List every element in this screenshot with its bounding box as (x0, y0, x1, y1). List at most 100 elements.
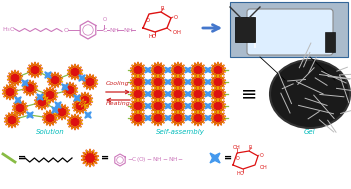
Polygon shape (150, 62, 166, 78)
Polygon shape (145, 79, 151, 85)
Polygon shape (210, 74, 226, 90)
Polygon shape (190, 74, 206, 90)
Polygon shape (12, 100, 28, 116)
Text: $\sf{OH}$: $\sf{OH}$ (259, 163, 268, 171)
Polygon shape (150, 110, 166, 126)
Polygon shape (130, 74, 146, 90)
Polygon shape (145, 91, 151, 97)
Polygon shape (165, 79, 171, 85)
Polygon shape (34, 94, 50, 110)
Text: $\sf{-C(O)-NH-NH-}$: $\sf{-C(O)-NH-NH-}$ (127, 155, 184, 164)
Text: =: = (101, 153, 109, 163)
Polygon shape (210, 98, 226, 114)
Polygon shape (55, 102, 61, 108)
Text: =: = (224, 153, 232, 163)
Text: Cooling: Cooling (106, 81, 130, 86)
Polygon shape (81, 149, 99, 167)
Polygon shape (210, 62, 226, 78)
Text: $\sf{C}$: $\sf{C}$ (102, 26, 108, 33)
Polygon shape (150, 74, 166, 90)
Polygon shape (67, 114, 83, 130)
Polygon shape (165, 115, 171, 121)
Polygon shape (210, 153, 220, 163)
Polygon shape (205, 115, 211, 121)
Polygon shape (170, 74, 186, 90)
Polygon shape (185, 115, 191, 121)
Polygon shape (62, 84, 68, 90)
Polygon shape (77, 92, 93, 108)
Polygon shape (205, 67, 211, 73)
Polygon shape (42, 87, 58, 103)
Polygon shape (72, 98, 88, 114)
Polygon shape (52, 107, 58, 113)
Polygon shape (165, 91, 171, 97)
Text: $\sf{H_3C}$: $\sf{H_3C}$ (2, 26, 16, 34)
Polygon shape (45, 72, 51, 78)
Polygon shape (205, 103, 211, 109)
Polygon shape (190, 98, 206, 114)
Polygon shape (74, 95, 80, 101)
Text: Solution: Solution (35, 129, 64, 135)
Polygon shape (190, 62, 206, 78)
Text: $\sf{O}$: $\sf{O}$ (235, 154, 240, 162)
Polygon shape (82, 74, 98, 90)
Polygon shape (145, 67, 151, 73)
Polygon shape (190, 110, 206, 126)
Polygon shape (54, 104, 70, 120)
Polygon shape (130, 98, 146, 114)
Polygon shape (62, 82, 78, 98)
Text: $\sf{OH}$: $\sf{OH}$ (232, 143, 241, 151)
Text: $\sf{NH}$: $\sf{NH}$ (109, 26, 120, 33)
Text: $\equiv$: $\equiv$ (237, 84, 257, 104)
Polygon shape (170, 98, 186, 114)
Polygon shape (210, 86, 226, 102)
Polygon shape (67, 64, 83, 80)
Polygon shape (42, 110, 58, 126)
Polygon shape (85, 112, 91, 118)
Polygon shape (37, 94, 43, 100)
Polygon shape (150, 86, 166, 102)
Polygon shape (130, 62, 146, 78)
Polygon shape (205, 91, 211, 97)
Polygon shape (47, 72, 63, 88)
Polygon shape (150, 98, 166, 114)
Polygon shape (22, 80, 28, 86)
Text: $\sf{R}$: $\sf{R}$ (160, 4, 166, 12)
FancyBboxPatch shape (235, 17, 255, 42)
Text: $\sf{O}$: $\sf{O}$ (259, 151, 265, 159)
FancyBboxPatch shape (230, 2, 348, 57)
Polygon shape (15, 97, 21, 103)
Text: Gel: Gel (304, 129, 316, 135)
Text: Heating: Heating (106, 101, 130, 106)
Text: $\sf{O}$: $\sf{O}$ (63, 26, 69, 34)
Polygon shape (22, 80, 38, 96)
Polygon shape (145, 115, 151, 121)
Text: $\sf{O}$: $\sf{O}$ (102, 15, 108, 23)
Polygon shape (165, 67, 171, 73)
Text: $\sf{O}$: $\sf{O}$ (145, 16, 151, 24)
Polygon shape (130, 86, 146, 102)
Polygon shape (2, 84, 18, 100)
Polygon shape (185, 67, 191, 73)
Text: Self-assembly: Self-assembly (155, 129, 204, 135)
Polygon shape (165, 103, 171, 109)
FancyBboxPatch shape (247, 9, 333, 55)
Polygon shape (170, 86, 186, 102)
FancyBboxPatch shape (325, 32, 335, 52)
Polygon shape (185, 91, 191, 97)
Text: $\sf{R}$: $\sf{R}$ (249, 143, 254, 151)
Text: =: = (18, 153, 26, 163)
Polygon shape (185, 79, 191, 85)
Text: $\sf{HO}$: $\sf{HO}$ (148, 32, 158, 40)
Text: $\sf{OH}$: $\sf{OH}$ (172, 28, 181, 36)
Polygon shape (205, 79, 211, 85)
Polygon shape (170, 62, 186, 78)
Text: $\sf{NH}$: $\sf{NH}$ (123, 26, 133, 33)
Polygon shape (27, 112, 33, 118)
Polygon shape (145, 103, 151, 109)
Polygon shape (190, 86, 206, 102)
Ellipse shape (270, 60, 350, 128)
Polygon shape (185, 103, 191, 109)
Text: $\sf{HO}$: $\sf{HO}$ (237, 169, 246, 177)
Text: $\sf{O}$: $\sf{O}$ (173, 13, 179, 21)
